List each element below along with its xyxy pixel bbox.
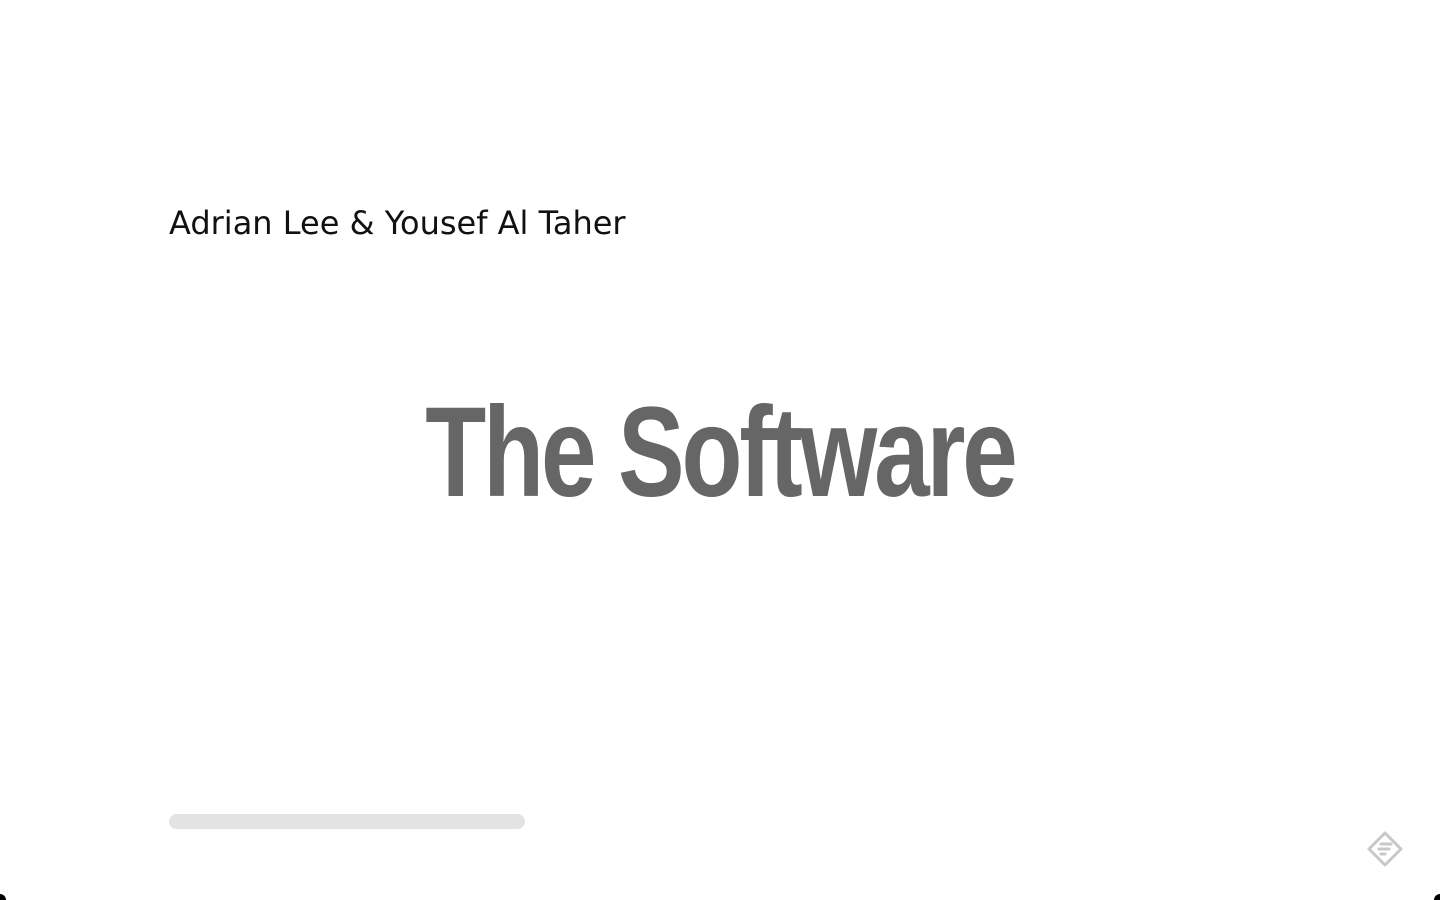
slide-authors: Adrian Lee & Yousef Al Taher bbox=[169, 204, 626, 242]
presentation-logo-icon[interactable] bbox=[1366, 830, 1404, 868]
slide-title: The Software bbox=[425, 381, 1018, 524]
presentation-logo-icon-graphic bbox=[1367, 831, 1403, 867]
presentation-progress-fill bbox=[169, 814, 525, 829]
window-corner-right bbox=[1434, 894, 1440, 900]
presentation-progress-bar[interactable] bbox=[169, 814, 525, 829]
window-corner-left bbox=[0, 894, 6, 900]
